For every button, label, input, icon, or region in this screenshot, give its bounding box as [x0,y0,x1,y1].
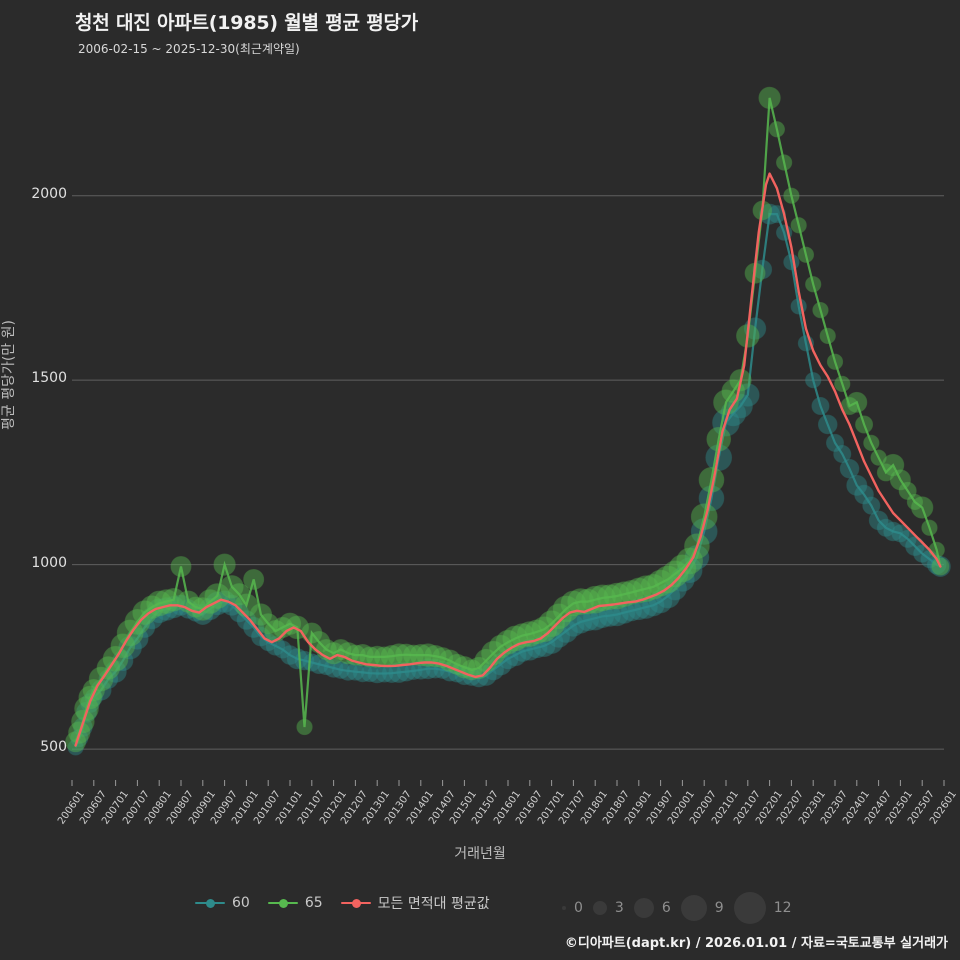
legend-item-모든 면적대 평균값[interactable]: 모든 면적대 평균값 [340,893,490,913]
size-legend-label: 12 [773,900,792,916]
series-legend: 60 65 모든 면적대 평균값 [195,893,508,913]
size-legend-bubble-icon [592,901,607,915]
size-legend-label: 6 [661,900,671,916]
series-60 [67,203,951,756]
chart-subtitle: 2006-02-15 ~ 2025-12-30(최근계약일) [78,42,300,56]
size-legend-bubble-icon [680,895,707,921]
legend-label: 모든 면적대 평균값 [377,896,490,912]
legend-marker-icon [340,896,371,910]
y-tick-label: 2000 [31,185,67,202]
x-axis-label: 거래년월 [454,846,506,862]
legend-marker-icon [195,896,225,910]
legend-item-65[interactable]: 65 [267,895,323,911]
size-legend-item: 9 [680,895,734,921]
size-legend-bubble-icon [633,898,654,918]
size-legend-label: 9 [714,900,724,916]
size-legend-bubble-icon [562,906,566,910]
x-tickmarks [71,780,945,786]
gridlines [72,195,944,750]
size-legend-bubble-icon [733,892,766,924]
legend-item-60[interactable]: 60 [195,895,250,911]
average-line [74,172,942,747]
y-tick-label: 500 [40,739,67,756]
size-legend-item: 12 [733,892,802,924]
chart-legend: 60 65 모든 면적대 평균값 0 3 6 9 12 [0,892,960,924]
page-title: 청천 대진 아파트(1985) 월별 평균 평당가 [75,12,419,34]
size-legend-label: 3 [614,900,624,916]
y-tick-label: 1000 [31,554,67,571]
size-legend-item: 6 [633,898,681,918]
legend-label: 60 [232,895,250,911]
size-legend: 0 3 6 9 12 [562,892,802,924]
footer-credit: ©디아파트(dapt.kr) / 2026.01.01 / 자료=국토교통부 실… [564,936,948,951]
size-legend-item: 3 [592,900,634,916]
size-legend-label: 0 [574,900,583,916]
series-65 [65,86,950,753]
y-tick-label: 1500 [31,370,67,387]
legend-label: 65 [304,895,323,911]
size-legend-item: 0 [562,900,593,916]
legend-marker-icon [267,896,298,910]
